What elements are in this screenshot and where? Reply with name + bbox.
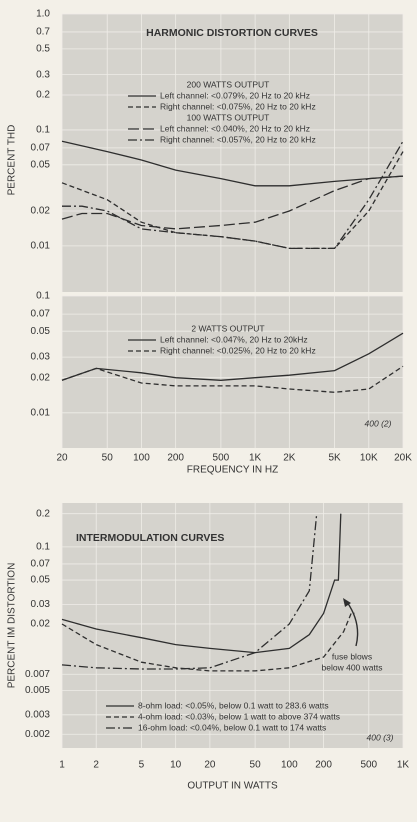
y-tick-label: 0.1	[36, 125, 50, 136]
y-tick-label: 0.2	[36, 90, 50, 101]
x-tick-label: 100	[133, 453, 150, 464]
chart-title: HARMONIC DISTORTION CURVES	[146, 27, 318, 39]
plot-area	[62, 296, 403, 448]
x-tick-label: 5K	[328, 453, 341, 464]
x-tick-label: 50	[102, 453, 114, 464]
x-axis-label: OUTPUT IN WATTS	[187, 781, 278, 792]
y-tick-label: 0.05	[31, 159, 51, 170]
data-line	[61, 332, 404, 381]
figure-tag: 400 (3)	[367, 732, 394, 742]
legend-label: Left channel: <0.079%, 20 Hz to 20 kHz	[160, 90, 310, 100]
x-tick-label: 5	[139, 760, 145, 771]
y-tick-label: 0.05	[31, 326, 51, 337]
x-tick-label: 1	[59, 760, 65, 771]
y-tick-label: 0.02	[31, 619, 51, 630]
figure-tag: 400 (2)	[365, 418, 392, 428]
data-line	[61, 140, 404, 187]
data-line	[61, 175, 404, 230]
y-tick-label: 0.2	[36, 508, 50, 519]
y-axis-label: PERCENT IM DISTORTION	[7, 563, 18, 689]
y-tick-label: 0.05	[31, 575, 51, 586]
x-tick-label: 1K	[397, 760, 410, 771]
legend-group-title: 100 WATTS OUTPUT	[187, 112, 270, 122]
x-tick-label: 2K	[283, 453, 296, 464]
y-tick-label: 0.01	[31, 407, 51, 418]
legend-label: 16-ohm load: <0.04%, below 0.1 watt to 1…	[138, 722, 326, 732]
legend-label: 8-ohm load: <0.05%, below 0.1 watt to 28…	[138, 700, 329, 710]
x-tick-label: 20	[56, 453, 68, 464]
x-tick-label: 1K	[249, 453, 262, 464]
legend-label: Right channel: <0.025%, 20 Hz to 20 kHz	[160, 345, 316, 355]
annotation-arrow	[346, 601, 359, 647]
data-line	[61, 151, 404, 250]
y-tick-label: 0.02	[31, 206, 51, 217]
legend-label: Right channel: <0.075%, 20 Hz to 20 kHz	[160, 101, 316, 111]
x-tick-label: 2	[93, 760, 99, 771]
y-tick-label: 0.7	[36, 27, 50, 38]
data-line	[61, 365, 404, 393]
legend-label: Left channel: <0.047%, 20 Hz to 20kHz	[160, 334, 308, 344]
y-tick-label: 0.1	[36, 291, 50, 302]
x-tick-label: 200	[315, 760, 332, 771]
legend-label: Left channel: <0.040%, 20 Hz to 20 kHz	[160, 123, 310, 133]
x-tick-label: 100	[281, 760, 298, 771]
y-tick-label: 0.007	[25, 669, 50, 680]
x-tick-label: 10K	[360, 453, 378, 464]
x-tick-label: 20K	[394, 453, 412, 464]
chart-title: INTERMODULATION CURVES	[76, 532, 224, 544]
y-tick-label: 0.07	[31, 309, 51, 320]
legend-group-title: 2 WATTS OUTPUT	[191, 323, 264, 333]
arrow-head	[343, 598, 351, 607]
y-tick-label: 0.002	[25, 729, 50, 740]
y-tick-label: 0.07	[31, 559, 51, 570]
y-tick-label: 0.1	[36, 542, 50, 553]
y-tick-label: 0.07	[31, 143, 51, 154]
data-line	[61, 513, 342, 654]
x-tick-label: 200	[167, 453, 184, 464]
y-tick-label: 0.3	[36, 69, 50, 80]
legend-label: 4-ohm load: <0.03%, below 1 watt to abov…	[138, 711, 340, 721]
data-line	[61, 513, 318, 670]
y-tick-label: 0.003	[25, 709, 50, 720]
y-tick-label: 0.01	[31, 241, 51, 252]
y-tick-label: 0.02	[31, 372, 51, 383]
legend-group-title: 200 WATTS OUTPUT	[187, 79, 270, 89]
y-tick-label: 0.03	[31, 352, 51, 363]
legend-label: Right channel: <0.057%, 20 Hz to 20 kHz	[160, 134, 316, 144]
y-tick-label: 0.03	[31, 599, 51, 610]
x-tick-label: 50	[250, 760, 262, 771]
y-tick-label: 0.5	[36, 44, 50, 55]
y-tick-label: 1.0	[36, 9, 50, 20]
x-tick-label: 10	[170, 760, 182, 771]
annotation: below 400 watts	[322, 662, 383, 672]
y-axis-label: PERCENT THD	[7, 125, 18, 196]
x-axis-label: FREQUENCY IN HZ	[187, 465, 279, 476]
x-tick-label: 500	[360, 760, 377, 771]
data-line	[61, 612, 355, 672]
y-tick-label: 0.005	[25, 685, 50, 696]
x-tick-label: 20	[204, 760, 216, 771]
annotation: fuse blows	[332, 651, 372, 661]
x-tick-label: 500	[213, 453, 230, 464]
data-line	[62, 140, 404, 250]
